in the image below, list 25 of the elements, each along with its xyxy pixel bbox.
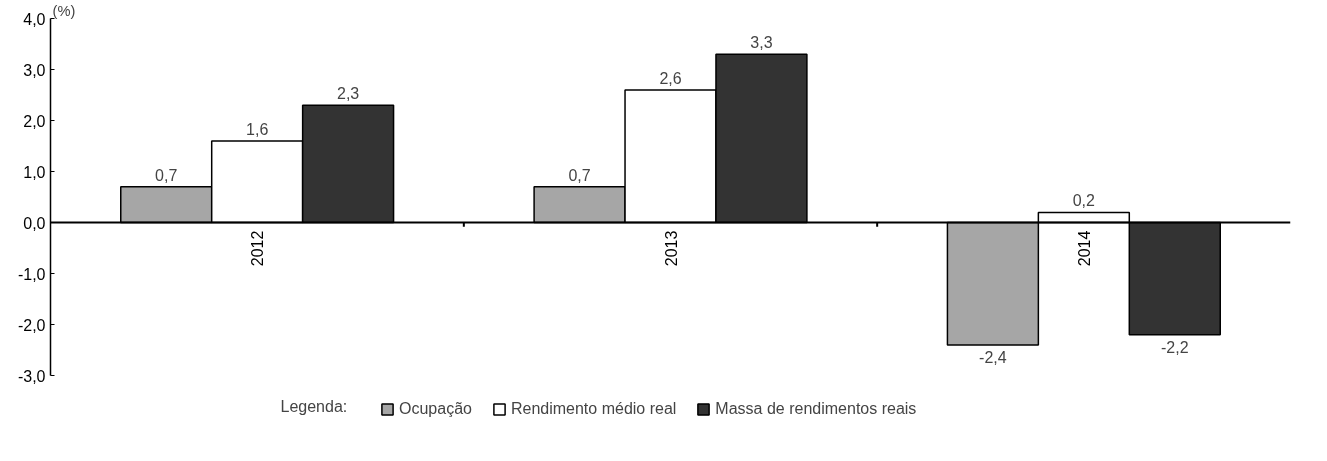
y-tick-label: 4,0 — [23, 10, 46, 28]
y-tick-label: -1,0 — [17, 265, 46, 283]
y-tick-label: 2,0 — [23, 112, 46, 130]
data-label: 1,6 — [246, 120, 269, 138]
data-label: 0,2 — [1072, 192, 1096, 210]
data-label: 2,3 — [336, 85, 360, 103]
y-tick-label: 1,0 — [23, 163, 46, 181]
y-tick-label: -3,0 — [17, 367, 46, 385]
y-tick-label: -2,0 — [17, 316, 46, 334]
x-tick-label: 2012 — [249, 230, 267, 267]
legend-label: Ocupação — [399, 400, 472, 418]
legend-label: Massa de rendimentos reais — [715, 400, 917, 418]
data-label: 3,3 — [750, 34, 773, 52]
data-label: -2,2 — [1160, 338, 1189, 356]
y-tick-label: 3,0 — [23, 61, 46, 79]
x-tick-label: 2014 — [1075, 230, 1093, 267]
data-label: 0,7 — [155, 166, 178, 184]
data-label: -2,4 — [979, 349, 1007, 367]
y-axis-title: (%) — [52, 2, 76, 19]
legend-title: Legenda: — [280, 397, 348, 415]
x-tick-label: 2013 — [662, 230, 680, 267]
data-label: 0,7 — [568, 166, 591, 184]
y-tick-label: 0,0 — [23, 214, 46, 232]
data-label: 2,6 — [659, 69, 682, 87]
legend-label: Rendimento médio real — [510, 400, 677, 418]
